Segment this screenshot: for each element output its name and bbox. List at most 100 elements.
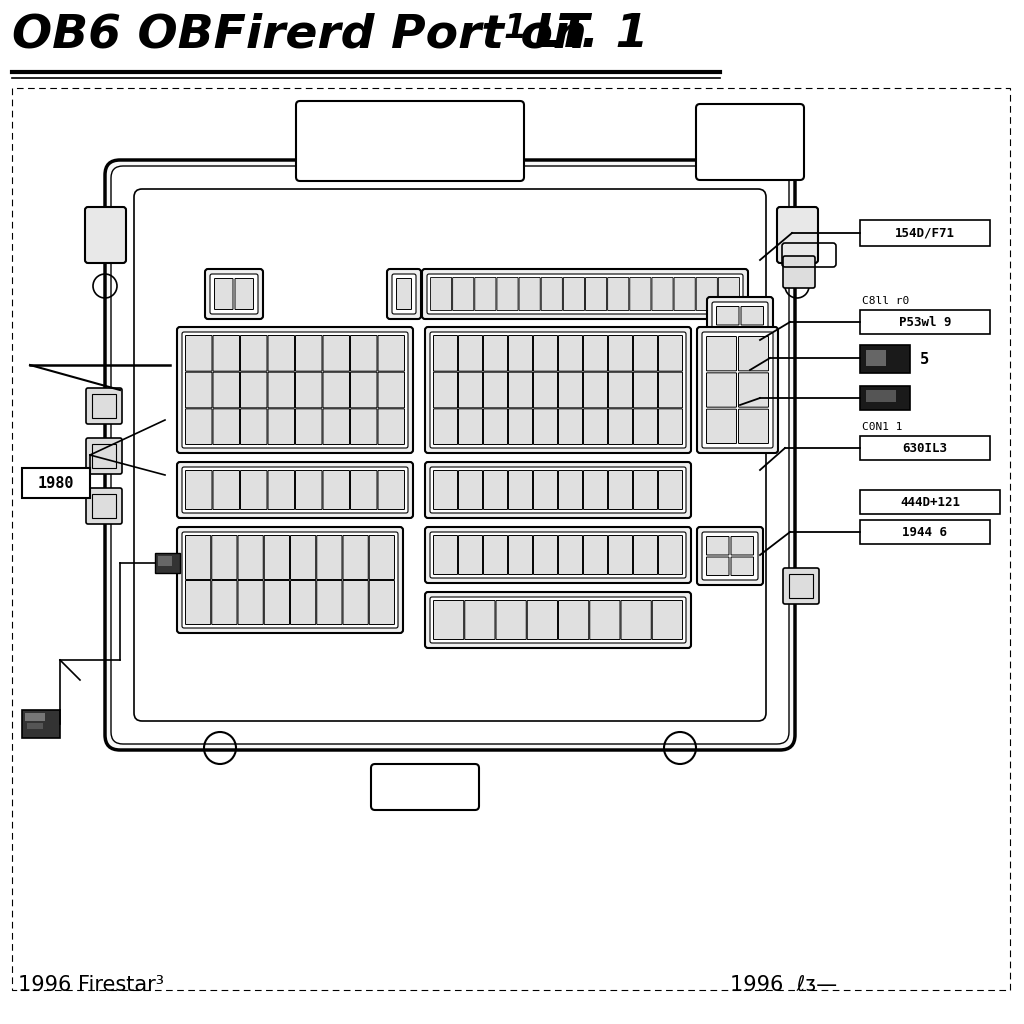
FancyBboxPatch shape [717, 327, 739, 345]
FancyBboxPatch shape [783, 256, 815, 288]
FancyBboxPatch shape [185, 409, 212, 444]
FancyBboxPatch shape [717, 306, 739, 325]
FancyBboxPatch shape [483, 336, 508, 371]
FancyBboxPatch shape [425, 592, 691, 648]
FancyBboxPatch shape [316, 581, 342, 625]
FancyBboxPatch shape [296, 470, 322, 510]
Bar [866, 350, 886, 366]
Text: LT. 1: LT. 1 [518, 12, 648, 57]
FancyBboxPatch shape [296, 372, 322, 408]
FancyBboxPatch shape [213, 372, 240, 408]
FancyBboxPatch shape [185, 536, 211, 580]
FancyBboxPatch shape [483, 470, 508, 510]
Text: 1996 Firestar³: 1996 Firestar³ [18, 975, 164, 995]
FancyBboxPatch shape [558, 336, 583, 371]
FancyBboxPatch shape [86, 438, 122, 474]
FancyBboxPatch shape [213, 336, 240, 371]
FancyBboxPatch shape [712, 302, 768, 350]
FancyBboxPatch shape [542, 278, 562, 310]
FancyBboxPatch shape [425, 327, 691, 453]
FancyBboxPatch shape [608, 336, 633, 371]
Text: 1996  ℓᴣ—: 1996 ℓᴣ— [730, 975, 838, 995]
FancyBboxPatch shape [652, 278, 673, 310]
FancyBboxPatch shape [430, 332, 686, 449]
FancyBboxPatch shape [534, 536, 557, 574]
FancyBboxPatch shape [634, 536, 657, 574]
FancyBboxPatch shape [658, 336, 683, 371]
FancyBboxPatch shape [459, 372, 482, 408]
Text: 5: 5 [920, 352, 929, 368]
FancyBboxPatch shape [558, 600, 589, 640]
FancyBboxPatch shape [738, 410, 768, 443]
FancyBboxPatch shape [509, 470, 532, 510]
FancyBboxPatch shape [658, 372, 683, 408]
FancyBboxPatch shape [777, 207, 818, 263]
FancyBboxPatch shape [658, 536, 683, 574]
FancyBboxPatch shape [350, 409, 377, 444]
FancyBboxPatch shape [584, 470, 607, 510]
Text: 444D+121: 444D+121 [900, 496, 961, 509]
FancyBboxPatch shape [738, 337, 768, 371]
FancyBboxPatch shape [483, 536, 508, 574]
FancyBboxPatch shape [741, 327, 764, 345]
FancyBboxPatch shape [731, 557, 754, 575]
Bar [790, 574, 813, 598]
FancyBboxPatch shape [453, 278, 474, 310]
Text: P53wl 9: P53wl 9 [899, 315, 951, 329]
FancyBboxPatch shape [527, 600, 557, 640]
FancyBboxPatch shape [396, 279, 412, 309]
FancyBboxPatch shape [234, 279, 254, 309]
FancyBboxPatch shape [86, 488, 122, 524]
Bar [860, 345, 910, 373]
FancyBboxPatch shape [213, 470, 240, 510]
FancyBboxPatch shape [241, 336, 267, 371]
FancyBboxPatch shape [509, 409, 532, 444]
FancyBboxPatch shape [658, 470, 683, 510]
FancyBboxPatch shape [696, 278, 718, 310]
FancyBboxPatch shape [323, 372, 349, 408]
FancyBboxPatch shape [459, 336, 482, 371]
FancyBboxPatch shape [465, 600, 495, 640]
FancyBboxPatch shape [268, 372, 295, 408]
Bar [92, 494, 116, 518]
FancyBboxPatch shape [268, 470, 295, 510]
FancyBboxPatch shape [738, 373, 768, 408]
FancyBboxPatch shape [707, 410, 736, 443]
FancyBboxPatch shape [296, 409, 322, 444]
Bar [860, 520, 990, 544]
FancyBboxPatch shape [212, 581, 237, 625]
FancyBboxPatch shape [433, 600, 464, 640]
FancyBboxPatch shape [534, 409, 557, 444]
FancyBboxPatch shape [534, 336, 557, 371]
FancyBboxPatch shape [86, 388, 122, 424]
FancyBboxPatch shape [621, 600, 651, 640]
FancyBboxPatch shape [185, 470, 212, 510]
FancyBboxPatch shape [634, 470, 657, 510]
FancyBboxPatch shape [607, 278, 629, 310]
FancyBboxPatch shape [483, 372, 508, 408]
FancyBboxPatch shape [238, 536, 263, 580]
FancyBboxPatch shape [105, 160, 795, 750]
FancyBboxPatch shape [475, 278, 496, 310]
Bar [27, 723, 43, 729]
FancyBboxPatch shape [608, 372, 633, 408]
Bar [155, 553, 180, 573]
FancyBboxPatch shape [241, 470, 267, 510]
FancyBboxPatch shape [430, 532, 686, 578]
Text: 630IL3: 630IL3 [902, 441, 947, 455]
FancyBboxPatch shape [697, 527, 763, 585]
FancyBboxPatch shape [343, 581, 369, 625]
FancyBboxPatch shape [707, 537, 729, 555]
FancyBboxPatch shape [213, 409, 240, 444]
Text: 1944 6: 1944 6 [902, 525, 947, 539]
FancyBboxPatch shape [719, 278, 739, 310]
FancyBboxPatch shape [182, 467, 408, 513]
Bar [860, 436, 990, 460]
FancyBboxPatch shape [519, 278, 541, 310]
FancyBboxPatch shape [459, 536, 482, 574]
FancyBboxPatch shape [558, 409, 583, 444]
FancyBboxPatch shape [433, 536, 458, 574]
FancyBboxPatch shape [483, 409, 508, 444]
FancyBboxPatch shape [590, 600, 620, 640]
FancyBboxPatch shape [387, 269, 421, 319]
